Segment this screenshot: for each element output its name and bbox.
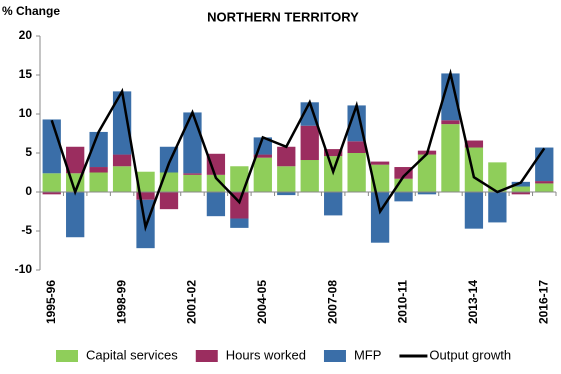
bar-segment [230, 218, 249, 228]
bar-segment [511, 181, 530, 187]
y-tick-label: 15 [19, 67, 33, 81]
bar-segment [464, 192, 484, 229]
bar-segment [277, 146, 296, 167]
legend-swatch [56, 350, 78, 362]
y-tick-label: 5 [25, 145, 32, 159]
y-tick-label: 0 [25, 184, 32, 198]
line [50, 68, 546, 232]
bar-segment [535, 183, 554, 192]
bar-segment [159, 192, 179, 210]
bar-segment [324, 192, 343, 216]
bar-segment [66, 146, 85, 174]
bar-segment [394, 167, 413, 179]
x-tick-label: 1998-99 [114, 280, 128, 324]
bar-segment [300, 160, 319, 192]
bar-segment [183, 174, 202, 192]
chart-title: NORTHERN TERRITORY [207, 9, 359, 24]
bar-segment [394, 192, 413, 202]
bar-segment [136, 192, 155, 200]
legend-label: Capital services [86, 347, 178, 362]
bar-segment [66, 192, 85, 238]
bar-segment [417, 154, 437, 192]
bar-segment [417, 192, 437, 195]
bar-segment [42, 119, 61, 174]
bar-segment [511, 186, 530, 192]
x-tick-label: 2013-14 [466, 280, 480, 324]
bar-segment [441, 124, 460, 192]
bar-segment [89, 172, 108, 192]
x-tick-label: 2004-05 [255, 280, 269, 324]
bar-segment [464, 140, 484, 148]
bar-segment [206, 192, 226, 217]
legend-label: Hours worked [226, 347, 306, 362]
bar-segment [535, 181, 554, 184]
y-tick-label: 20 [19, 28, 33, 42]
bar-segment [488, 162, 507, 192]
y-axis-label: % Change [2, 4, 60, 18]
legend-swatch [195, 350, 218, 362]
bar-segment [300, 102, 319, 126]
bar-segment [89, 167, 108, 173]
bar-segment [112, 154, 132, 167]
bar-segment [324, 149, 343, 157]
bar-segment [300, 125, 319, 161]
y-tick-label: -5 [21, 223, 32, 237]
bar-segment [511, 192, 530, 195]
bar-segment [230, 166, 249, 192]
bar-segment [441, 120, 460, 125]
bar-segment [253, 154, 272, 158]
bar-segment [183, 112, 202, 174]
bar-segment [488, 192, 507, 223]
bar-segment [347, 105, 366, 142]
bar-segment [347, 141, 366, 153]
bar-segment [370, 192, 390, 243]
bar-segment [535, 147, 554, 182]
bar-segment [370, 161, 390, 165]
x-tick-label: 2010-11 [396, 280, 410, 324]
bar-segment [253, 157, 272, 192]
legend-label: Output growth [429, 347, 511, 362]
bar-segment [277, 192, 296, 196]
legend-label: MFP [354, 347, 381, 362]
bar-segment [112, 166, 132, 192]
legend-swatch [323, 350, 346, 362]
x-tick-label: 1995-96 [44, 280, 58, 324]
x-tick-label: 2007-08 [325, 280, 339, 324]
bar-segment [277, 166, 296, 192]
bar-segment [42, 173, 61, 192]
bar-segment [136, 171, 155, 192]
bar-segment [42, 192, 61, 195]
bar-segment [183, 173, 202, 175]
y-tick-label: 10 [19, 106, 33, 120]
bar-segment [206, 153, 226, 175]
bar-segment [206, 174, 226, 192]
x-tick-label: 2016-17 [536, 280, 550, 324]
y-tick-label: -10 [15, 262, 33, 276]
bar-segment [347, 153, 366, 192]
x-tick-label: 2001-02 [185, 280, 199, 324]
bar-segment [112, 91, 132, 155]
